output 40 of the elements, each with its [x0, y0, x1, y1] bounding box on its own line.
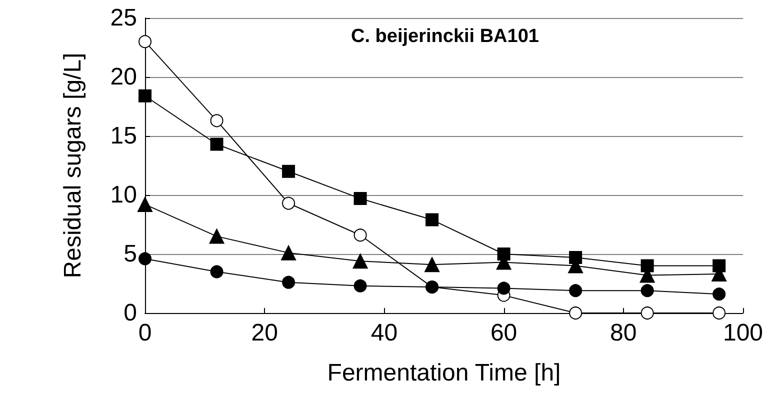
point [138, 35, 152, 48]
point [354, 192, 367, 206]
point [569, 306, 582, 320]
point [138, 89, 152, 102]
point [209, 228, 224, 244]
point [426, 213, 439, 226]
point [497, 282, 510, 295]
point [640, 284, 654, 298]
point [210, 265, 224, 278]
point [712, 288, 726, 301]
x-axis-title: Fermentation Time [h] [327, 360, 561, 386]
point [138, 252, 152, 266]
point [569, 284, 582, 298]
point [138, 196, 152, 212]
x-tick-label: 20 [251, 320, 278, 346]
x-tick-label: 80 [610, 320, 637, 346]
point [354, 228, 367, 242]
point [282, 164, 296, 178]
point [282, 276, 296, 289]
point [281, 245, 296, 260]
x-tick-label: 40 [370, 320, 398, 346]
point [424, 257, 440, 272]
y-axis-title: Residual sugars [g/L] [60, 52, 86, 278]
y-tick-label: 0 [124, 300, 137, 326]
point [282, 196, 296, 210]
x-tick-label: 100 [722, 320, 764, 346]
point [640, 259, 654, 272]
chart-title: C. beijerinckii BA101 [351, 26, 540, 47]
x-tick-label: 60 [490, 320, 518, 346]
point [352, 254, 368, 269]
point [354, 279, 367, 292]
y-tick-label: 20 [110, 64, 137, 90]
point [210, 138, 224, 151]
y-tick-label: 25 [110, 4, 137, 32]
point [210, 114, 224, 128]
y-tick-label: 10 [110, 182, 137, 208]
point [640, 306, 654, 320]
y-tick-label: 5 [124, 240, 137, 268]
point [712, 306, 726, 320]
y-tick-label: 15 [110, 122, 137, 150]
